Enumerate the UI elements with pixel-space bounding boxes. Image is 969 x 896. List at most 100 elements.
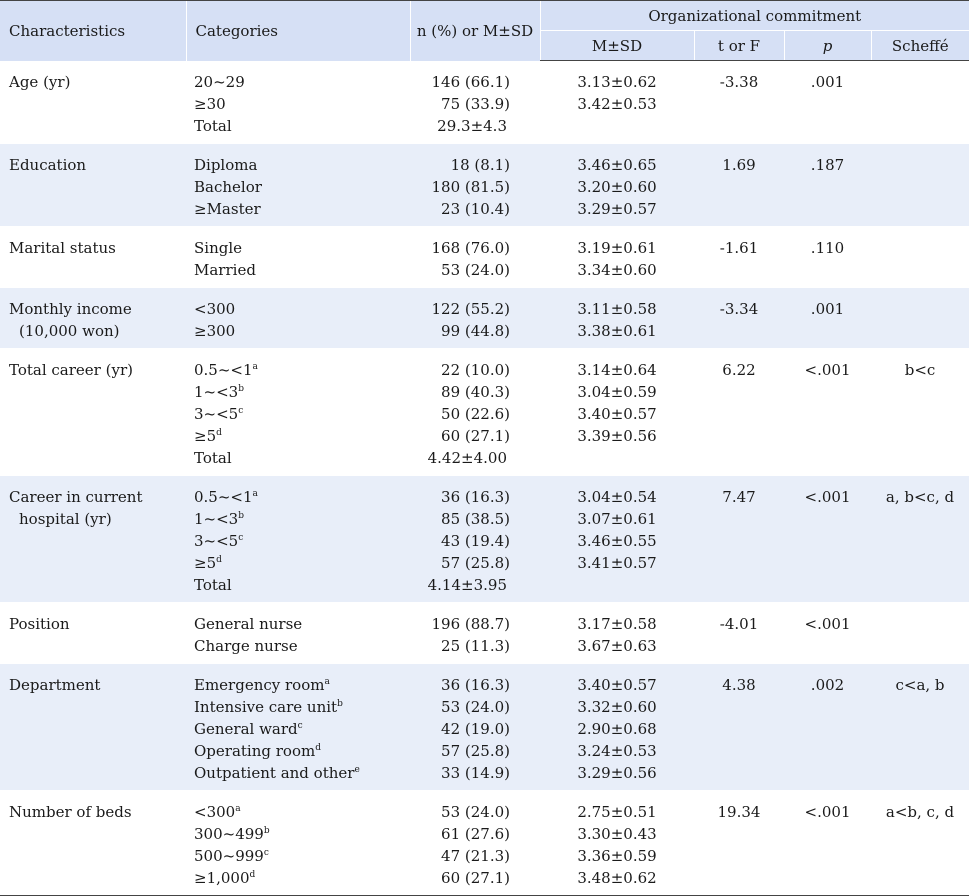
n-percent-value: 50 (22.6) <box>441 404 510 423</box>
msd-value: 3.30±0.43 <box>577 824 657 843</box>
footnote-marker: c <box>297 720 303 731</box>
msd-value: 3.17±0.58 <box>577 614 657 633</box>
cell-t-or-f: -3.38 <box>694 60 784 144</box>
category-label: Charge nurse <box>194 636 298 655</box>
footnote-marker: c <box>238 532 244 543</box>
category-label: General wardc <box>194 719 303 738</box>
category-label: 0.5~<1a <box>194 487 258 506</box>
n-percent-value: 60 (27.1) <box>441 868 510 887</box>
n-percent-value: 53 (24.0) <box>441 697 510 716</box>
category-label: ≥30 <box>194 94 226 113</box>
footnote-marker: d <box>315 742 321 753</box>
t-or-f-value: -3.34 <box>719 299 759 318</box>
cell-t-or-f: -1.61 <box>694 226 784 288</box>
table-row: Education Diploma Bachelor ≥Master 18 (8.1) 1… <box>0 143 969 227</box>
cell-characteristic: Monthly income (10,000 won) <box>0 287 186 349</box>
cell-scheffe <box>871 602 969 664</box>
characteristic-label: Monthly income <box>9 299 132 318</box>
msd-value: 3.40±0.57 <box>577 404 657 423</box>
cell-characteristic: Age (yr) <box>0 60 186 144</box>
category-label: General nurse <box>194 614 303 633</box>
cell-n-percent: 146 (66.1) 75 (33.9) 29.3±4.3 <box>410 60 540 144</box>
msd-value: 3.39±0.56 <box>577 426 657 445</box>
table-header: Characteristics Categories n (%) or M±SD… <box>0 0 969 61</box>
footnote-marker: a <box>252 361 258 372</box>
t-or-f-value: 1.69 <box>722 155 756 174</box>
p-value: <.001 <box>804 487 851 506</box>
p-value: .001 <box>810 299 845 318</box>
cell-categories: Single Married <box>186 226 410 288</box>
cell-msd: 3.19±0.61 3.34±0.60 <box>540 226 694 288</box>
t-or-f-value: 19.34 <box>717 802 761 821</box>
msd-value: 3.46±0.65 <box>577 155 657 174</box>
n-percent-value: 33 (14.9) <box>441 763 510 782</box>
msd-value: 3.19±0.61 <box>577 238 657 257</box>
characteristic-label: Career in current <box>9 487 143 506</box>
n-percent-value: 89 (40.3) <box>441 382 510 401</box>
characteristic-label: Department <box>9 675 101 694</box>
cell-n-percent: 122 (55.2) 99 (44.8) <box>410 287 540 349</box>
header-organizational-commitment: Organizational commitment <box>539 0 969 31</box>
n-percent-value: 4.14±3.95 <box>427 575 507 594</box>
n-percent-value: 29.3±4.3 <box>437 116 507 135</box>
scheffe-value: b<c <box>904 360 936 379</box>
cell-p: .110 <box>784 226 871 288</box>
cell-msd: 2.75±0.51 3.30±0.43 3.36±0.59 3.48±0.62 <box>540 790 694 896</box>
n-percent-value: 36 (16.3) <box>441 675 510 694</box>
msd-value: 3.13±0.62 <box>577 73 657 91</box>
msd-value: 3.07±0.61 <box>577 509 657 528</box>
cell-msd: 3.04±0.54 3.07±0.61 3.46±0.55 3.41±0.57 <box>540 475 694 603</box>
cell-p: .001 <box>784 287 871 349</box>
table-row: Position General nurse Charge nurse 196 (88… <box>0 602 969 664</box>
table-row: Career in current hospital (yr) 0.5~<1a 1~<… <box>0 475 969 603</box>
cell-categories: <300 ≥300 <box>186 287 410 349</box>
category-label: Total <box>194 116 232 135</box>
characteristic-label: Age (yr) <box>9 72 71 91</box>
cell-n-percent: 36 (16.3) 53 (24.0) 42 (19.0) 57 (25.8) 33 (… <box>410 663 540 791</box>
n-percent-value: 36 (16.3) <box>441 487 510 506</box>
cell-scheffe <box>871 143 969 227</box>
category-label: ≥Master <box>194 199 261 218</box>
msd-value: 3.24±0.53 <box>577 741 657 760</box>
table-row: Total career (yr) 0.5~<1a 1~<3b 3~<5c ≥5d Tot… <box>0 348 969 476</box>
table-body: Age (yr) 20~29 ≥30 Total 146 (66.1) 75 (33.9)… <box>0 60 969 896</box>
table-row: Marital status Single Married 168 (76.0) 53 … <box>0 226 969 288</box>
characteristic-label: Number of beds <box>9 802 132 821</box>
category-label: 0.5~<1a <box>194 360 258 379</box>
n-percent-value: 4.42±4.00 <box>427 448 507 467</box>
cell-scheffe: c<a, b <box>871 663 969 791</box>
t-or-f-value: -1.61 <box>719 238 759 257</box>
category-label: 1~<3b <box>194 382 244 401</box>
table-row: Department Emergency rooma Intensive care … <box>0 663 969 791</box>
category-label: Married <box>194 260 256 279</box>
footnote-marker: d <box>249 869 256 880</box>
cell-p: <.001 <box>784 602 871 664</box>
cell-categories: General nurse Charge nurse <box>186 602 410 664</box>
t-or-f-value: 6.22 <box>722 360 756 379</box>
category-label: Diploma <box>194 155 258 174</box>
msd-value: 3.34±0.60 <box>577 260 657 279</box>
category-label: Operating roomd <box>194 741 321 760</box>
category-label: Bachelor <box>194 177 262 196</box>
cell-n-percent: 22 (10.0) 89 (40.3) 50 (22.6) 60 (27.1) 4.42… <box>410 348 540 476</box>
header-categories: Categories <box>185 0 410 61</box>
n-percent-value: 47 (21.3) <box>441 846 510 865</box>
n-percent-value: 43 (19.4) <box>441 531 510 550</box>
footnote-marker: b <box>238 383 244 394</box>
p-value: <.001 <box>804 360 851 379</box>
cell-categories: Emergency rooma Intensive care unitb Gener… <box>186 663 410 791</box>
n-percent-value: 61 (27.6) <box>441 824 510 843</box>
header-characteristics: Characteristics <box>0 0 186 61</box>
table-row: Number of beds <300a 300~499b 500~999c ≥1,00… <box>0 790 969 896</box>
category-label: <300 <box>194 299 236 318</box>
cell-categories: 0.5~<1a 1~<3b 3~<5c ≥5d Total <box>186 475 410 603</box>
n-percent-value: 60 (27.1) <box>441 426 510 445</box>
cell-t-or-f: 19.34 <box>694 790 784 896</box>
p-value: .187 <box>810 155 845 174</box>
category-label: Total <box>194 448 232 467</box>
msd-value: 3.29±0.56 <box>577 763 657 782</box>
category-label: 3~<5c <box>194 404 244 423</box>
category-label: 500~999c <box>194 846 269 865</box>
cell-categories: 0.5~<1a 1~<3b 3~<5c ≥5d Total <box>186 348 410 476</box>
category-label: 3~<5c <box>194 531 244 550</box>
